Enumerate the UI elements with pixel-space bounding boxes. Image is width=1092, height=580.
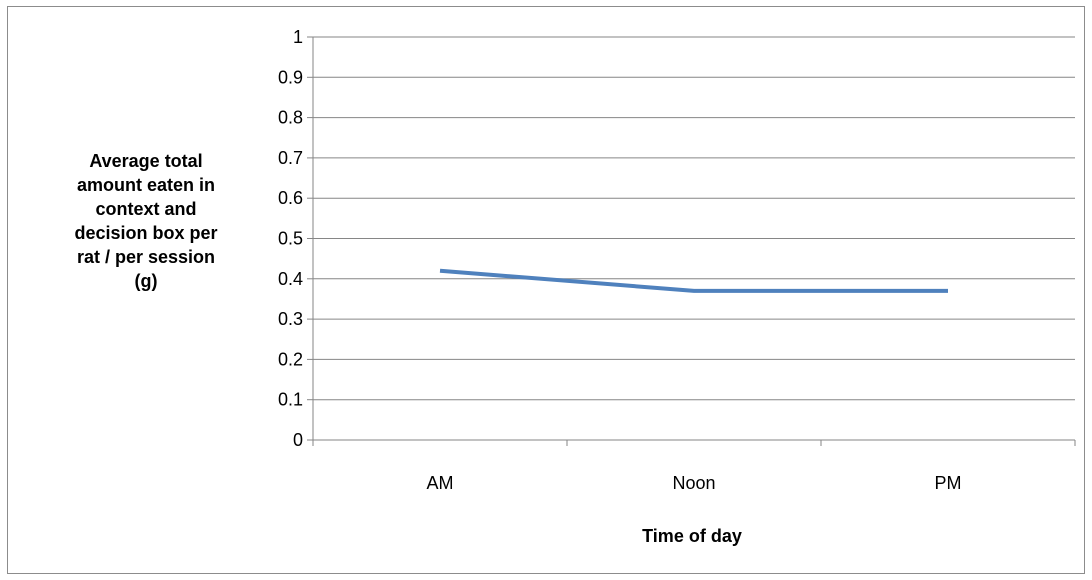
- x-tick-label: PM: [935, 473, 962, 493]
- chart-frame: 0 0.1 0.2 0.3 0.4 0.5 0.6 0.7 0.8 0.9 1 AM Noon PM T…: [7, 6, 1085, 574]
- y-axis-title-line: decision box per: [74, 223, 217, 243]
- y-tick-label: 0.4: [278, 269, 303, 289]
- y-tick-label: 0.8: [278, 108, 303, 128]
- y-tick-label: 1: [293, 27, 303, 47]
- x-tick-label: Noon: [672, 473, 715, 493]
- y-tick-label: 0: [293, 430, 303, 450]
- y-axis-title-line: Average total: [89, 151, 202, 171]
- y-tick-label: 0.6: [278, 188, 303, 208]
- y-tick-label: 0.9: [278, 67, 303, 87]
- y-axis-title-line: (g): [135, 271, 158, 291]
- y-axis-title-line: context and: [95, 199, 196, 219]
- y-tick-labels: 0 0.1 0.2 0.3 0.4 0.5 0.6 0.7 0.8 0.9 1: [278, 27, 303, 450]
- gridlines: [313, 36, 1075, 401]
- y-axis-title-line: rat / per session: [77, 247, 215, 267]
- y-tick-label: 0.2: [278, 349, 303, 369]
- y-tick-label: 0.7: [278, 148, 303, 168]
- x-tick-labels: AM Noon PM: [427, 473, 962, 493]
- y-tick-label: 0.1: [278, 390, 303, 410]
- y-tick-label: 0.3: [278, 309, 303, 329]
- x-axis-title: Time of day: [642, 526, 742, 546]
- data-series: [439, 268, 948, 293]
- series-line: [439, 268, 948, 293]
- y-axis-title-line: amount eaten in: [77, 175, 215, 195]
- axes: [307, 36, 1076, 446]
- x-tick-label: AM: [427, 473, 454, 493]
- y-tick-label: 0.5: [278, 229, 303, 249]
- line-chart: 0 0.1 0.2 0.3 0.4 0.5 0.6 0.7 0.8 0.9 1 AM Noon PM T…: [74, 27, 1076, 546]
- y-axis-title: Average total amount eaten in context and d…: [74, 151, 217, 291]
